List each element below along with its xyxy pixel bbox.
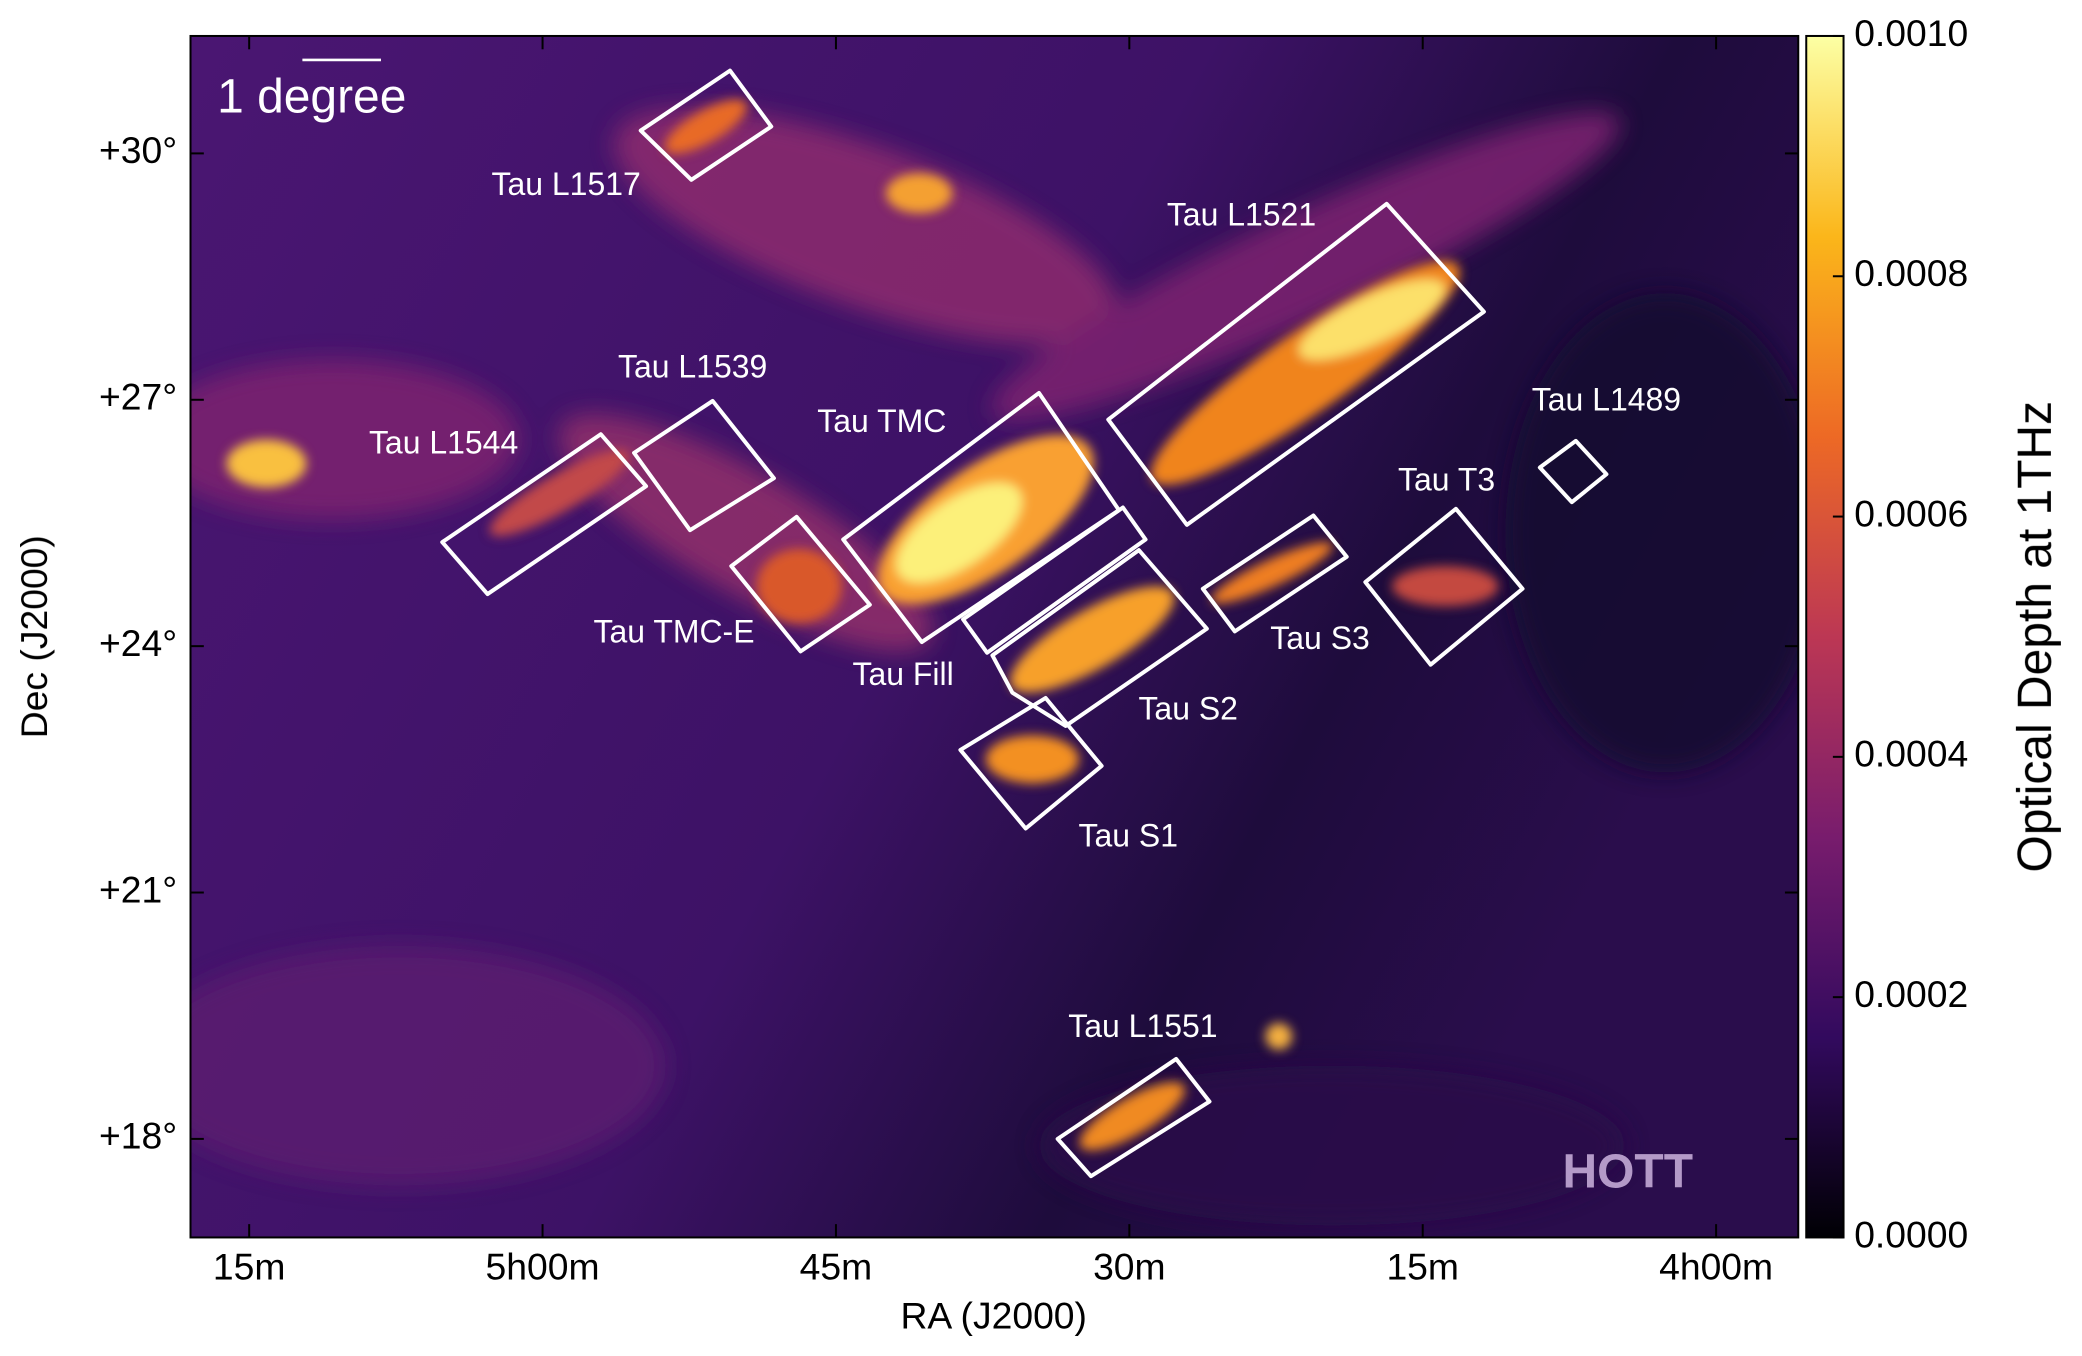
y-tick-label: +24° [99,622,177,664]
region-box [729,514,872,654]
x-tick-label: 15m [1386,1245,1459,1287]
region-box [632,398,776,533]
plot-frame [189,34,1800,1239]
x-tick-label: 4h00m [1659,1245,1773,1287]
region-box [1363,506,1525,667]
watermark: HOTT [1563,1146,1693,1199]
x-tick-label: 5h00m [486,1245,600,1287]
region-label: Tau TMC [817,403,946,439]
colorbar-tick-label: 0.0008 [1854,252,1968,294]
x-tick-label: 30m [1093,1245,1166,1287]
colorbar [1805,34,1845,1239]
region-box [440,432,649,597]
y-tick-label: +27° [99,376,177,418]
region-label: Tau L1539 [618,348,767,384]
colorbar-tick-label: 0.0000 [1854,1213,1968,1255]
region-box [1106,201,1486,527]
map-image [190,35,1799,1238]
y-tick-label: +18° [99,1115,177,1157]
region-box [1537,438,1609,505]
region-box [638,68,774,182]
y-tick-label: +30° [99,129,177,171]
region-box [1200,513,1349,634]
region-label: Tau T3 [1398,462,1495,498]
scale-bar-label: 1 degree [217,71,406,124]
region-label: Tau L1521 [1167,197,1316,233]
x-axis-label: RA (J2000) [900,1295,1087,1337]
region-label: Tau S2 [1138,691,1237,727]
y-tick-label: +21° [99,868,177,910]
colorbar-tick-label: 0.0006 [1854,492,1968,534]
region-box [990,548,1209,728]
colorbar-label: Optical Depth at 1THz [2009,401,2062,873]
colorbar-tick-label: 0.0010 [1854,12,1968,54]
y-axis-label: Dec (J2000) [13,535,55,738]
x-tick-label: 45m [800,1245,873,1287]
region-label: Tau L1544 [369,424,518,460]
colorbar-tick-label: 0.0004 [1854,733,1968,775]
region-label: Tau L1489 [1532,382,1681,418]
colorbar-tick-label: 0.0002 [1854,973,1968,1015]
region-label: Tau L1517 [492,166,641,202]
x-tick-label: 15m [213,1245,286,1287]
region-label: Tau Fill [853,656,954,692]
region-label: Tau L1551 [1068,1008,1217,1044]
region-box [961,505,1148,655]
region-label: Tau S3 [1270,620,1369,656]
region-box [1055,1056,1212,1179]
region-label: Tau S1 [1079,817,1178,853]
region-box [958,695,1104,831]
region-label: Tau TMC-E [594,613,755,649]
regions: Tau L1517 Tau L1521 Tau L1539 Tau L1544 Tau … [369,68,1681,1179]
